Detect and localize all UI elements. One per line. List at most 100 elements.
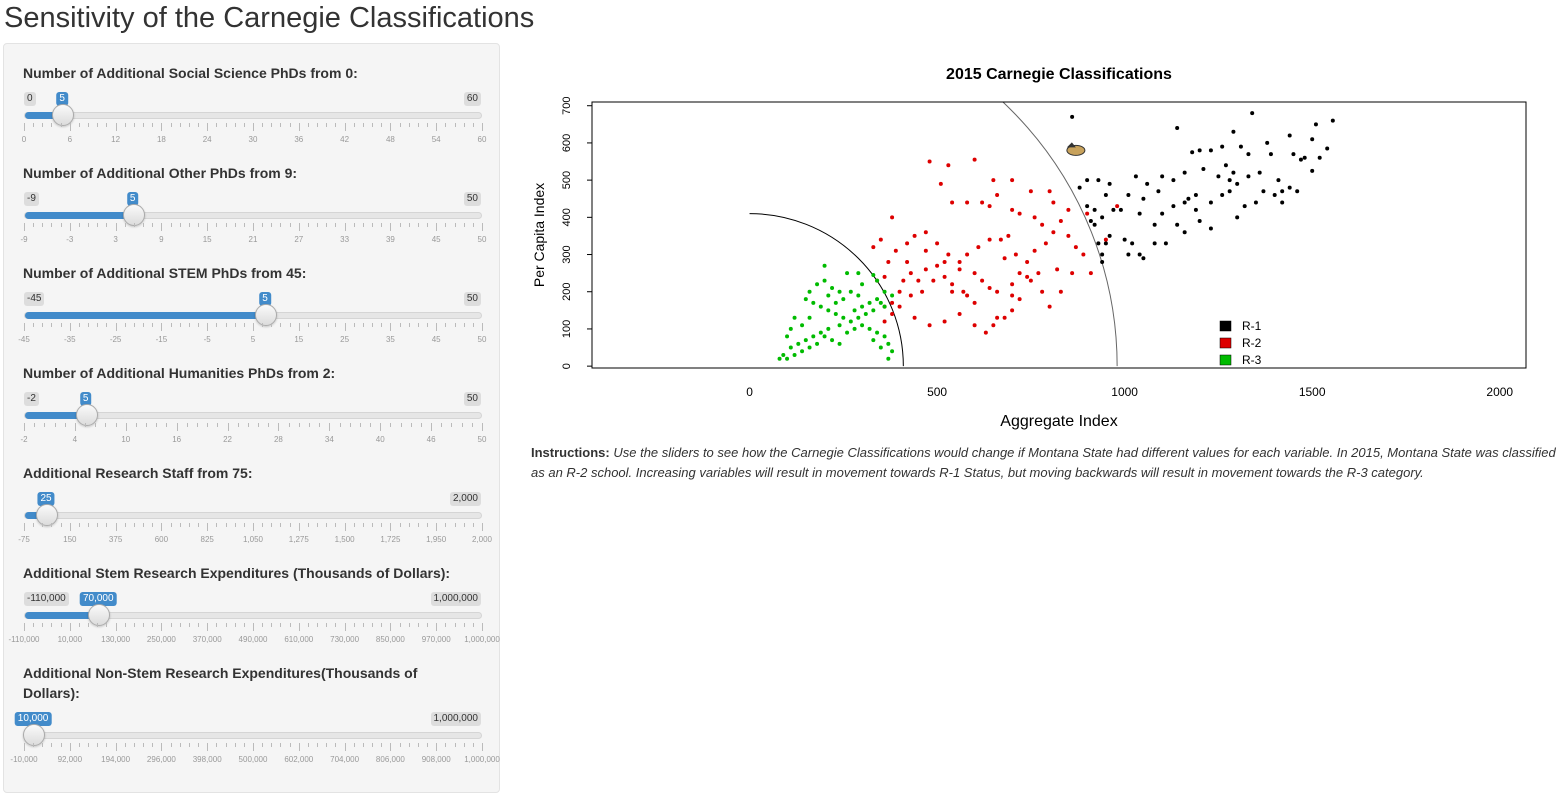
slider-track[interactable]	[24, 204, 482, 226]
point-r-1	[1100, 259, 1105, 264]
tick-mark-minor	[289, 623, 291, 627]
tick-mark-minor	[143, 323, 145, 327]
point-r-3	[856, 315, 861, 320]
slider-track[interactable]	[24, 604, 482, 626]
point-r-1	[1175, 126, 1180, 131]
point-r-2	[980, 278, 985, 283]
tick-mark-minor	[51, 323, 53, 327]
point-r-2	[991, 178, 996, 183]
point-r-2	[987, 204, 992, 209]
point-r-3	[878, 300, 883, 305]
slider-handle[interactable]	[122, 204, 145, 226]
tick-mark	[253, 223, 254, 231]
slider-handle[interactable]	[52, 104, 75, 126]
tick-label: 33	[340, 235, 350, 244]
point-r-3	[803, 338, 808, 343]
slider-track[interactable]	[24, 404, 482, 426]
tick-mark-minor	[399, 623, 401, 627]
slider-track[interactable]	[24, 504, 482, 526]
slider-handle[interactable]	[88, 604, 111, 626]
slider-min-label: -110,000	[24, 592, 69, 606]
tick-mark	[482, 123, 483, 131]
tick-mark-minor	[417, 743, 419, 747]
tick-mark-minor	[51, 123, 53, 127]
tick-mark-minor	[78, 623, 80, 627]
tick-mark-minor	[198, 123, 200, 127]
tick-mark-minor	[33, 223, 35, 227]
legend-swatch-r-1	[1219, 320, 1232, 332]
point-r-2	[1017, 211, 1022, 216]
point-r-2	[950, 289, 955, 294]
tick-mark-minor	[381, 223, 383, 227]
tick-mark-minor	[33, 123, 35, 127]
tick-mark-minor	[42, 523, 44, 527]
point-r-1	[1133, 174, 1138, 179]
tick-mark-minor	[326, 223, 328, 227]
point-r-2	[1010, 308, 1015, 313]
tick-mark-minor	[427, 123, 429, 127]
slider-handle[interactable]	[75, 404, 98, 426]
point-r-1	[1103, 193, 1108, 198]
tick-mark-minor	[339, 423, 341, 427]
tick-mark-minor	[188, 123, 190, 127]
point-r-2	[972, 323, 977, 328]
tick-mark	[298, 323, 300, 331]
point-r-1	[1295, 189, 1300, 194]
tick-mark-minor	[143, 623, 145, 627]
tick-mark-minor	[133, 323, 135, 327]
tick-mark	[227, 423, 229, 431]
tick-mark-minor	[390, 423, 392, 427]
tick-mark-minor	[417, 123, 419, 127]
tick-label: 825	[200, 535, 214, 544]
tick-mark-minor	[234, 523, 236, 527]
point-r-3	[867, 326, 872, 331]
point-r-1	[1182, 230, 1187, 235]
tick-mark-minor	[454, 743, 456, 747]
point-r-3	[788, 326, 793, 331]
tick-label: 398,000	[192, 755, 222, 764]
point-r-2	[1002, 256, 1007, 261]
tick-mark	[298, 623, 300, 631]
tick-mark-minor	[247, 423, 249, 427]
tick-label: -45	[18, 335, 30, 344]
tick-mark	[24, 523, 25, 531]
x-tick-label: 1000	[1111, 385, 1138, 399]
slider-label: Additional Stem Research Expenditures (T…	[23, 565, 451, 581]
tick-mark-minor	[472, 223, 474, 227]
tick-label: 48	[385, 135, 395, 144]
slider-track[interactable]	[24, 304, 482, 326]
point-r-2	[912, 233, 917, 238]
point-r-2	[1103, 237, 1108, 242]
tick-mark-minor	[326, 523, 328, 527]
tick-label: 35	[385, 335, 395, 344]
tick-mark-minor	[146, 423, 148, 427]
tick-mark-minor	[106, 123, 108, 127]
slider-track[interactable]	[24, 104, 482, 126]
tick-label: 1,500	[334, 535, 355, 544]
point-r-2	[965, 200, 970, 205]
tick-mark-minor	[124, 523, 126, 527]
tick-mark-minor	[307, 743, 309, 747]
slider-handle[interactable]	[255, 304, 278, 326]
slider-fill	[25, 212, 134, 219]
x-tick-label: 2000	[1486, 385, 1513, 399]
point-r-1	[1272, 193, 1277, 198]
point-r-3	[882, 289, 887, 294]
tick-label: 10	[121, 435, 131, 444]
slider-min-label: 0	[24, 92, 36, 106]
point-r-2	[901, 278, 906, 283]
y-tick-label: 600	[561, 134, 573, 152]
point-r-1	[1197, 219, 1202, 224]
tick-mark-minor	[399, 523, 401, 527]
point-r-3	[841, 297, 846, 302]
tick-mark-minor	[353, 623, 355, 627]
slider-handle[interactable]	[36, 504, 59, 526]
tick-mark-minor	[234, 123, 236, 127]
tick-mark-minor	[289, 223, 291, 227]
point-r-2	[946, 163, 951, 168]
tick-mark-minor	[143, 523, 145, 527]
slider-max-label: 1,000,000	[430, 592, 481, 606]
point-r-1	[1175, 222, 1180, 227]
tick-mark-minor	[88, 223, 90, 227]
slider-track[interactable]	[23, 724, 482, 746]
